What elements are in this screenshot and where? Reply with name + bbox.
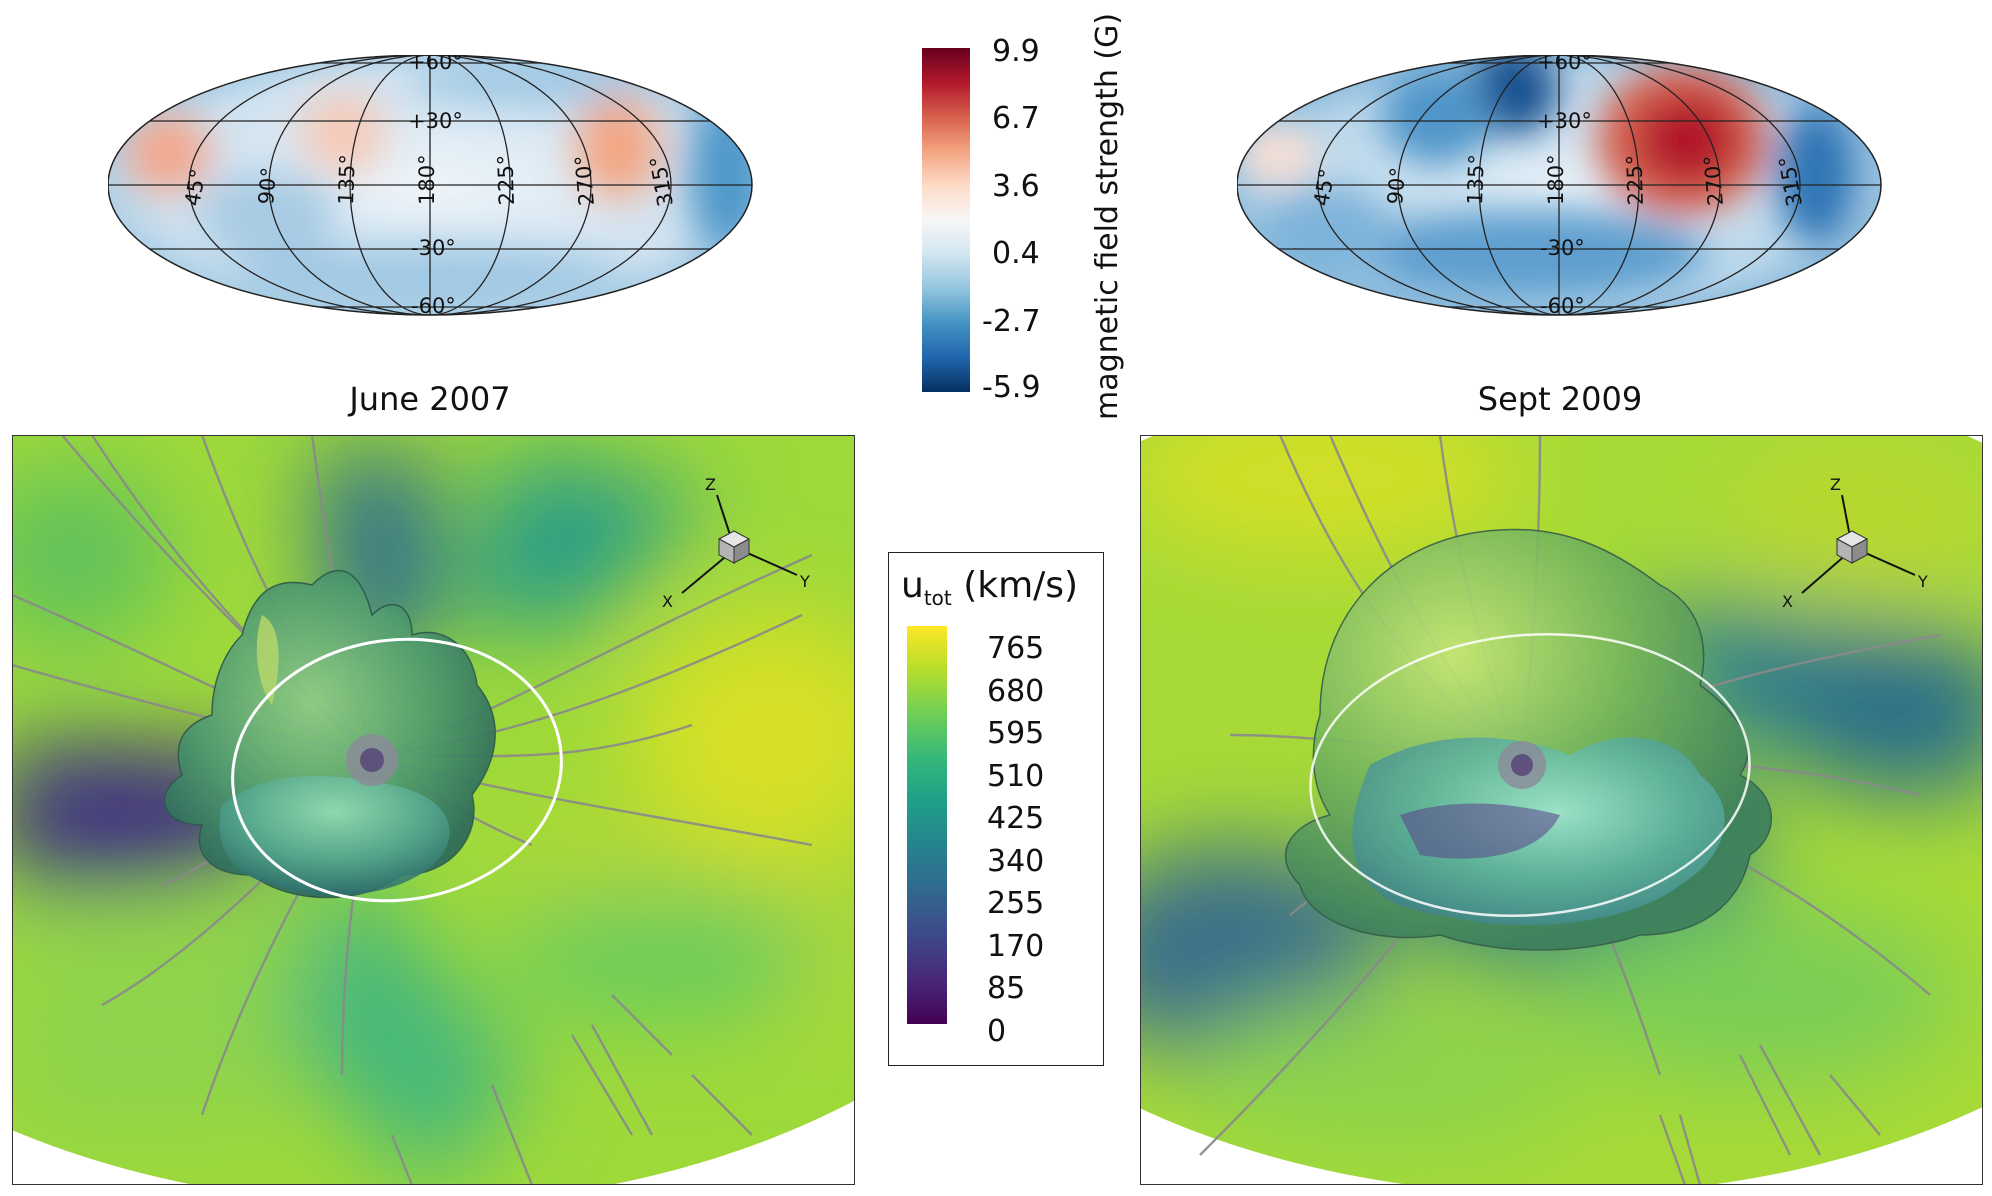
magnetic-colorbar-tick: -2.7 — [982, 304, 1041, 339]
velocity-legend-gradient — [907, 626, 947, 1024]
axes-triad-icon: Z Y X — [662, 475, 810, 611]
velocity-legend-tick: 595 — [987, 716, 1045, 751]
velocity-legend-tick: 85 — [987, 971, 1026, 1006]
velocity-legend-title: utot (km/s) — [901, 565, 1079, 611]
lon-label: 225° — [493, 154, 519, 205]
caption-june-2007: June 2007 — [349, 380, 511, 418]
lon-label: 180° — [1544, 154, 1568, 205]
lon-label: 270° — [1700, 154, 1728, 206]
svg-text:Z: Z — [1830, 475, 1841, 494]
lat-label: +60° — [408, 55, 463, 74]
lon-label: 135° — [334, 154, 360, 205]
magnetogram-sept-2009: +60° +30° -30° -60° 45° 90° 135° 180° 22… — [1237, 55, 1882, 318]
svg-text:Y: Y — [1917, 572, 1928, 591]
lon-label: 180° — [415, 154, 439, 205]
velocity-legend: utot (km/s) 765 680 595 510 425 340 255 … — [888, 552, 1104, 1066]
lat-label: +60° — [1537, 55, 1592, 74]
magnetic-colorbar: 9.9 6.7 3.6 0.4 -2.7 -5.9 — [922, 34, 1042, 405]
wind-speed-3d-june-2007: Z Y X — [12, 435, 855, 1185]
magnetic-colorbar-tick: 9.9 — [992, 34, 1040, 69]
magnetic-colorbar-label: magnetic field strength (G) — [1090, 12, 1125, 420]
velocity-legend-tick: 765 — [987, 631, 1045, 666]
lat-label: +30° — [408, 109, 463, 133]
lon-label: 90° — [254, 166, 281, 205]
caption-sept-2009: Sept 2009 — [1477, 380, 1643, 418]
velocity-legend-tick: 510 — [987, 759, 1045, 794]
magnetic-colorbar-tick: 0.4 — [992, 236, 1040, 271]
svg-text:Z: Z — [705, 475, 716, 494]
magnetogram-june-2007: +60° +30° -30° -60° 45° 90° 135° 180° 22… — [108, 55, 753, 318]
magnetic-colorbar-tick: 3.6 — [992, 169, 1040, 204]
velocity-legend-tick: 340 — [987, 844, 1045, 879]
lat-label: -60° — [411, 294, 456, 318]
lon-label: 135° — [1463, 154, 1489, 205]
velocity-legend-tick: 0 — [987, 1014, 1007, 1049]
magnetic-colorbar-tick: -5.9 — [982, 370, 1041, 405]
svg-text:X: X — [1782, 592, 1793, 611]
lon-label: 270° — [571, 154, 599, 206]
lon-label: 90° — [1383, 166, 1410, 205]
lon-label: 225° — [1622, 154, 1648, 205]
axes-triad-icon: Z Y X — [1782, 475, 1928, 611]
velocity-legend-tick: 255 — [987, 886, 1045, 921]
magnetic-colorbar-tick: 6.7 — [992, 101, 1040, 136]
velocity-legend-tick: 425 — [987, 801, 1045, 836]
lat-label: -30° — [411, 236, 456, 260]
lat-label: +30° — [1537, 109, 1592, 133]
svg-text:X: X — [662, 592, 673, 611]
velocity-legend-tick: 170 — [987, 929, 1045, 964]
svg-text:Y: Y — [799, 572, 810, 591]
lat-label: -60° — [1540, 294, 1585, 318]
velocity-legend-tick: 680 — [987, 674, 1045, 709]
magnetic-colorbar-gradient — [922, 48, 970, 392]
lat-label: -30° — [1540, 236, 1585, 260]
wind-speed-3d-sept-2009: Z Y X — [1140, 435, 1983, 1185]
